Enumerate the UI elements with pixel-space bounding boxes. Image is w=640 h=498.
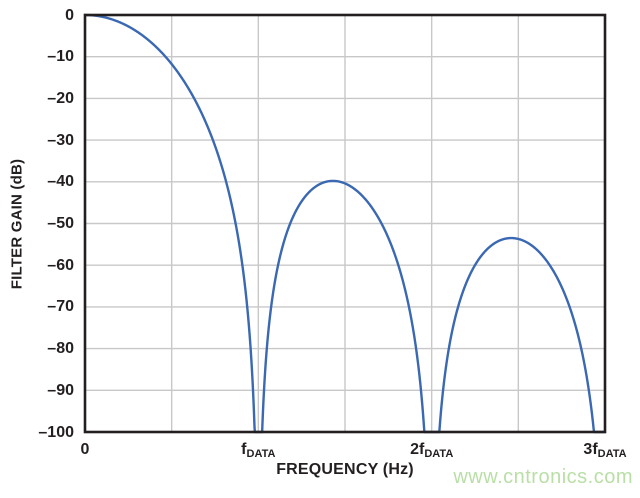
watermark-text: www.cntronics.com bbox=[453, 466, 633, 488]
x-tick-label: 2fDATA bbox=[410, 440, 453, 461]
x-tick-label: fDATA bbox=[241, 440, 275, 461]
y-tick-label: –60 bbox=[47, 256, 74, 274]
filter-gain-curve bbox=[83, 13, 607, 434]
y-tick-label: –30 bbox=[47, 131, 74, 149]
x-axis-title: FREQUENCY (Hz) bbox=[276, 461, 414, 478]
x-tick-main: f bbox=[241, 441, 247, 458]
x-tick-main: 3f bbox=[583, 441, 598, 458]
x-tick-subscript: DATA bbox=[424, 448, 454, 460]
y-tick-label: –20 bbox=[47, 89, 74, 107]
x-tick-main: 0 bbox=[80, 441, 90, 458]
x-tick-subscript: DATA bbox=[597, 448, 627, 460]
x-tick-label: 3fDATA bbox=[583, 440, 626, 461]
y-tick-label: –100 bbox=[38, 423, 74, 441]
x-tick-label: 0 bbox=[81, 440, 90, 459]
x-tick-subscript: DATA bbox=[246, 448, 276, 460]
y-tick-label: –80 bbox=[47, 340, 74, 358]
y-tick-label: 0 bbox=[65, 6, 74, 24]
y-tick-label: –40 bbox=[47, 173, 74, 191]
y-tick-label: –10 bbox=[47, 48, 74, 66]
y-tick-label: –50 bbox=[47, 215, 74, 232]
plot-frame bbox=[83, 13, 607, 434]
y-tick-label: –90 bbox=[47, 381, 74, 399]
x-tick-main: 2f bbox=[410, 441, 425, 458]
y-tick-label: –70 bbox=[47, 298, 74, 316]
